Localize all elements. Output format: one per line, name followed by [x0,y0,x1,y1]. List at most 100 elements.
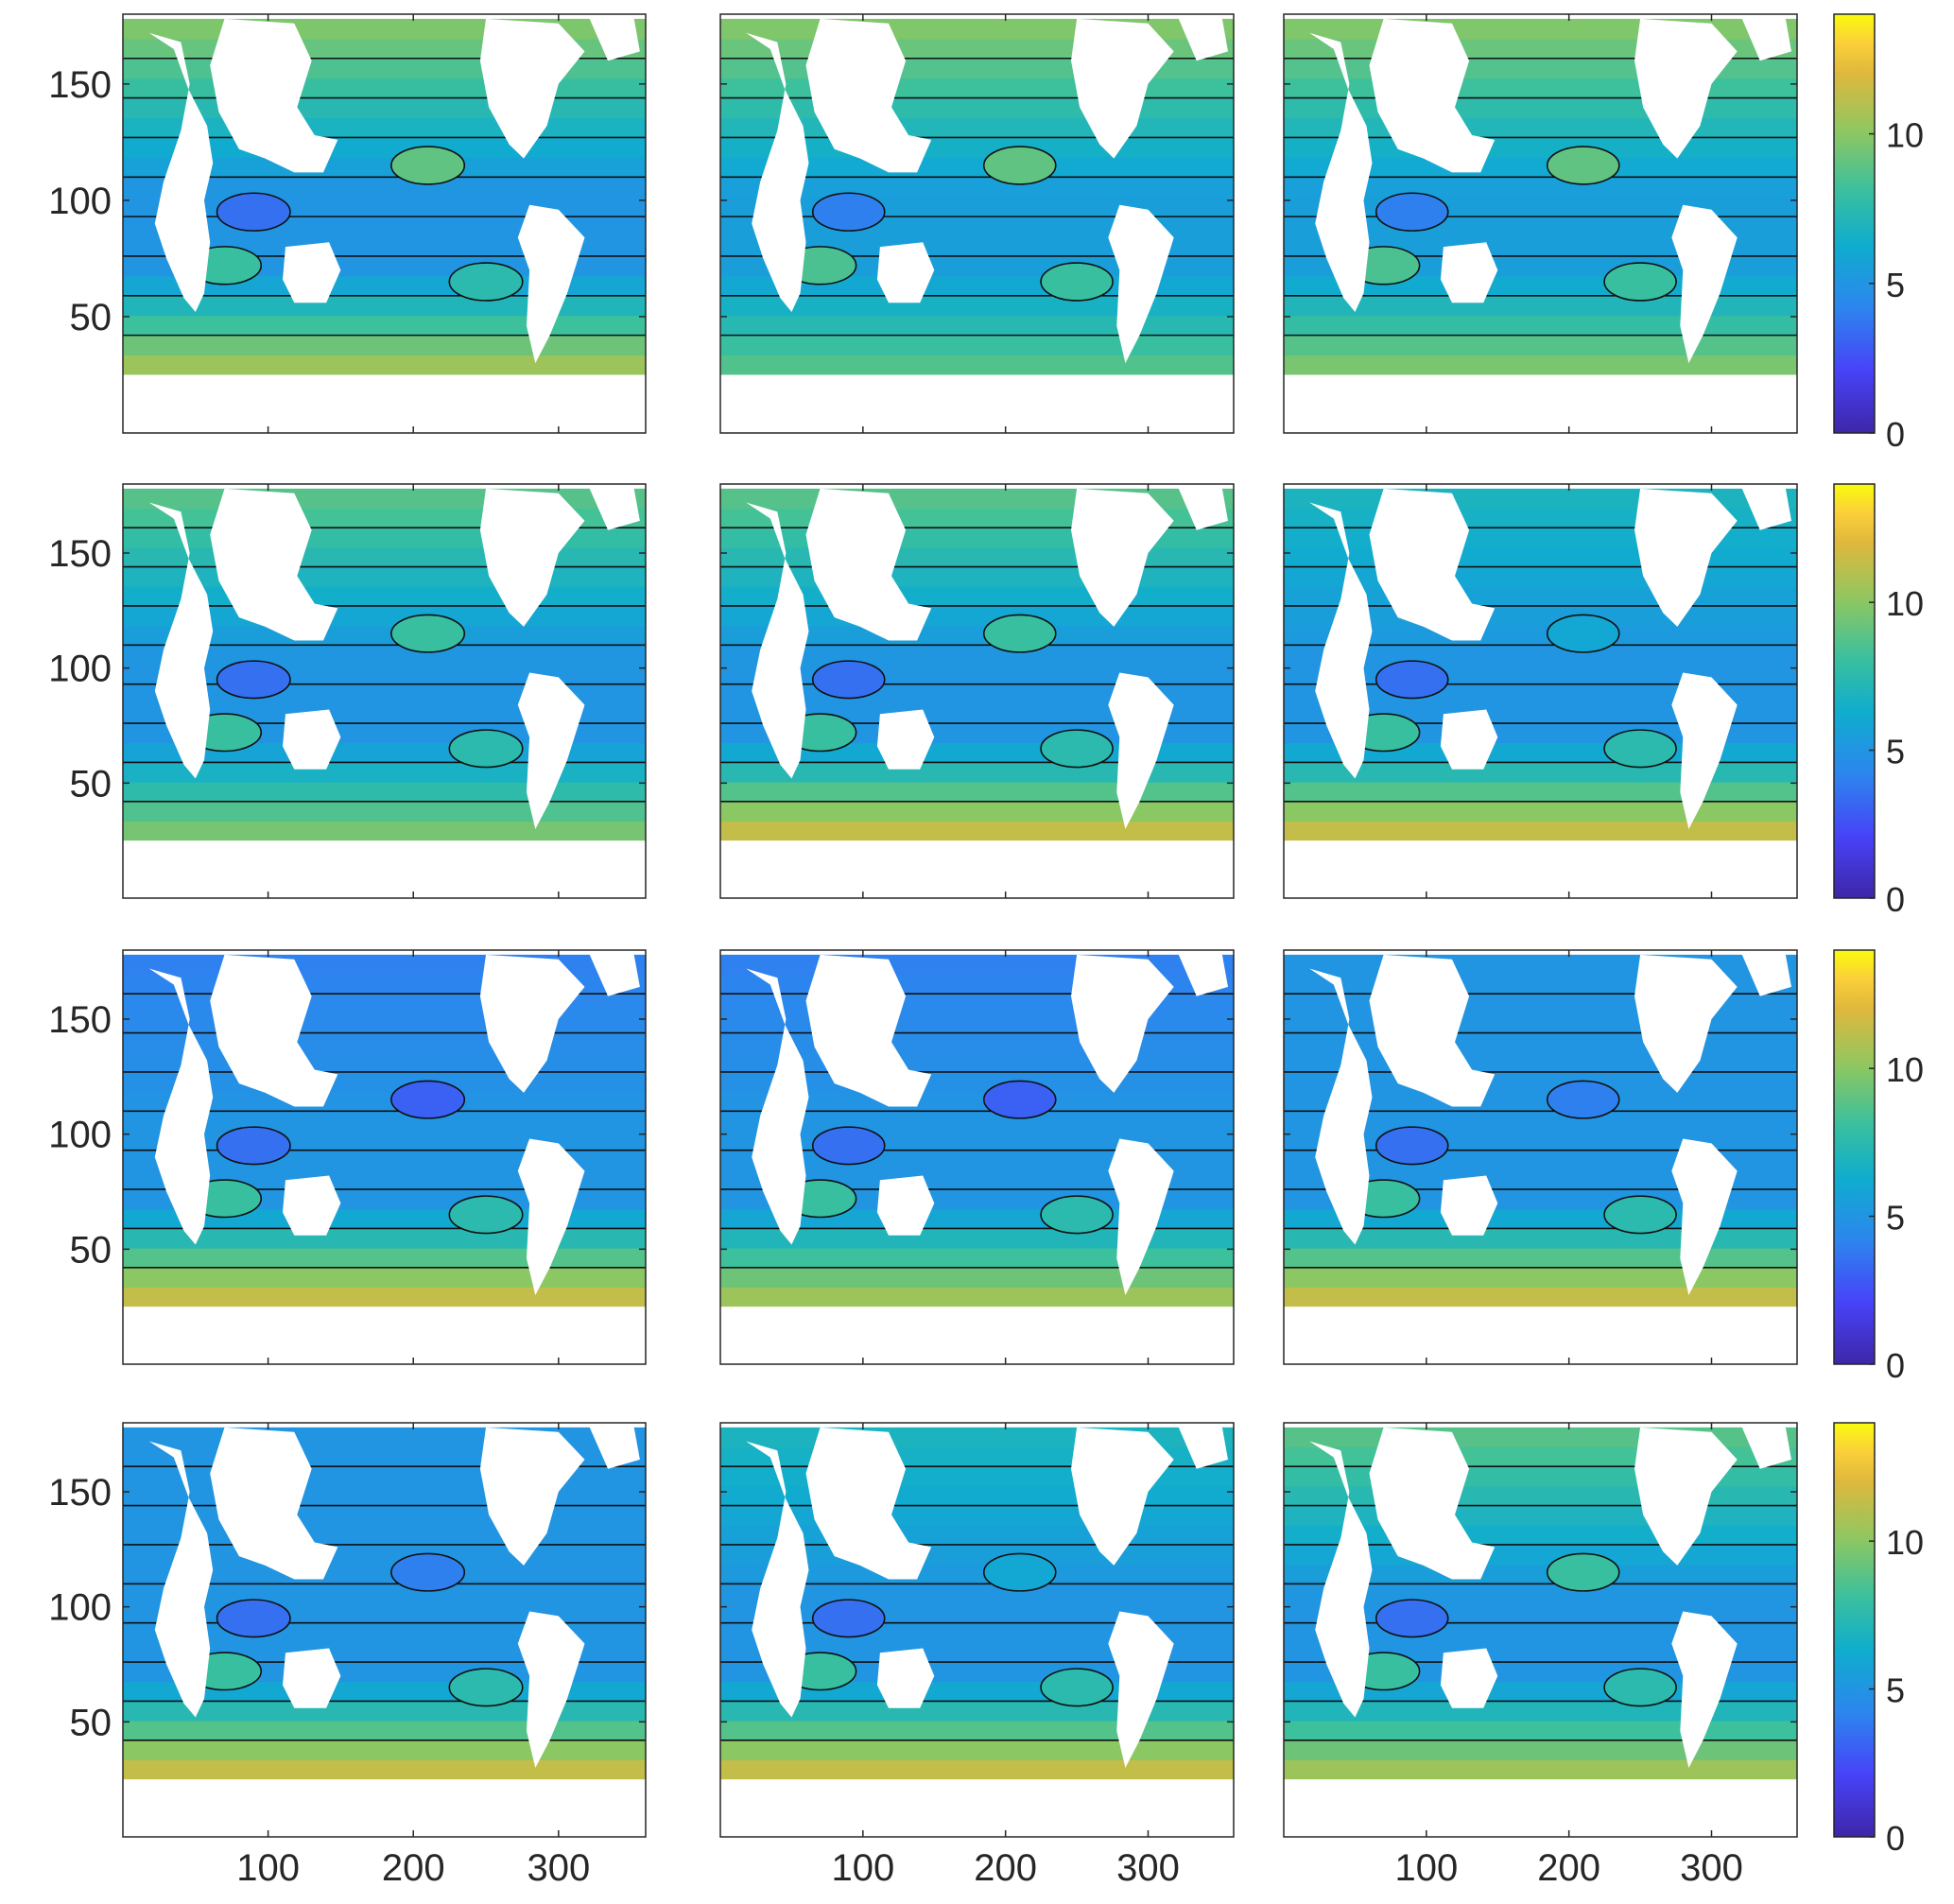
land-mask [587,14,640,61]
field-band [123,1013,646,1034]
land-mask [1071,954,1174,1093]
field-band [720,1248,1234,1269]
land-mask [1440,1648,1498,1708]
field-band [720,157,1234,178]
land-mask [720,1307,1234,1364]
contour-gyre [982,1552,1057,1592]
map-panel [719,13,1235,434]
land-mask [1369,1427,1496,1580]
contour-gyre [448,262,524,302]
field-band [1284,1111,1797,1132]
contour-gyre [1040,1668,1114,1707]
colorbar-tick-label: 10 [1886,1523,1924,1562]
field-band [720,703,1234,724]
colorbar-tick-label: 10 [1886,116,1924,155]
land-mask [805,954,932,1107]
x-tick-label: 100 [831,1847,894,1889]
axes-frame [122,483,647,899]
map-panel [1283,13,1798,434]
colorbar-gradient [1833,1422,1876,1838]
field-band [1284,1485,1797,1507]
field-band [720,1564,1234,1584]
land-mask [479,488,585,627]
map-panel [1283,949,1798,1365]
contour-gyre [1546,1552,1620,1592]
field-band [720,1740,1234,1760]
contour-gyre [1603,1195,1677,1235]
colorbar-tick-label: 10 [1886,584,1924,623]
land-mask [805,1427,932,1580]
x-tick-label: 300 [1116,1847,1180,1889]
field-band [720,1013,1234,1034]
x-tick-label: 300 [1680,1847,1743,1889]
land-mask [1369,488,1496,641]
land-mask [148,1441,214,1718]
land-mask [805,18,932,173]
colorbar: 0 5 10 [1833,949,1924,1385]
field-band [123,1267,646,1288]
contour-gyre [982,146,1057,185]
land-mask [517,1611,585,1768]
field-band [1284,177,1797,198]
colorbar-tick-label: 0 [1886,1819,1905,1858]
land-mask [587,950,640,996]
field-band [1284,78,1797,99]
field-band [1284,1287,1797,1307]
y-tick-label: 150 [48,1472,112,1514]
field-band [720,355,1234,375]
land-mask [1309,968,1373,1245]
map-panel [1283,483,1798,899]
field-band [1284,782,1797,803]
field-band [720,782,1234,803]
colorbar-tick-label: 0 [1886,880,1905,919]
field-band [123,355,646,375]
field-band [123,1248,646,1269]
land-mask [876,242,935,303]
axes-frame [719,13,1235,434]
contour-gyre [390,614,466,653]
land-mask [1634,18,1738,159]
field-band [720,315,1234,337]
land-mask [720,840,1234,898]
land-mask [479,954,585,1093]
field-band [720,1642,1234,1663]
land-mask [283,1175,341,1236]
land-mask [1671,1611,1738,1768]
field-band [1284,295,1797,317]
field-band [123,782,646,803]
field-band [1284,546,1797,568]
field-band [720,1485,1234,1507]
field-band [123,1111,646,1132]
land-mask [1108,204,1174,364]
field-band [1284,1169,1797,1190]
field-band [1284,1584,1797,1604]
colorbar-tick-label: 5 [1886,1671,1905,1710]
land-mask [1284,1307,1797,1364]
contour-gyre [1375,1599,1449,1638]
land-mask [148,502,214,779]
y-tick-label: 150 [48,533,112,575]
field-band [1284,157,1797,178]
contour-gyre [390,1552,466,1592]
contour-gyre [448,1668,524,1707]
field-band [123,625,646,646]
land-mask [1440,1175,1498,1236]
field-band [720,1584,1234,1604]
field-band [123,645,646,666]
field-band [123,1740,646,1760]
land-mask [720,1779,1234,1837]
x-tick-label: 200 [382,1847,445,1889]
field-band [1284,315,1797,337]
field-band [123,315,646,337]
field-band [720,1759,1234,1780]
contour-gyre [1603,1668,1677,1707]
colorbar: 0 5 10 [1833,13,1924,454]
map-panel: 100 200 300 [719,1422,1235,1889]
land-mask [479,18,585,159]
contour-gyre [216,660,291,700]
colorbar-tick-label: 0 [1886,415,1905,454]
land-mask [1284,1779,1797,1837]
land-mask [1671,204,1738,364]
field-band [123,177,646,198]
map-panel: 100 200 300 50 100 150 [48,1422,647,1889]
